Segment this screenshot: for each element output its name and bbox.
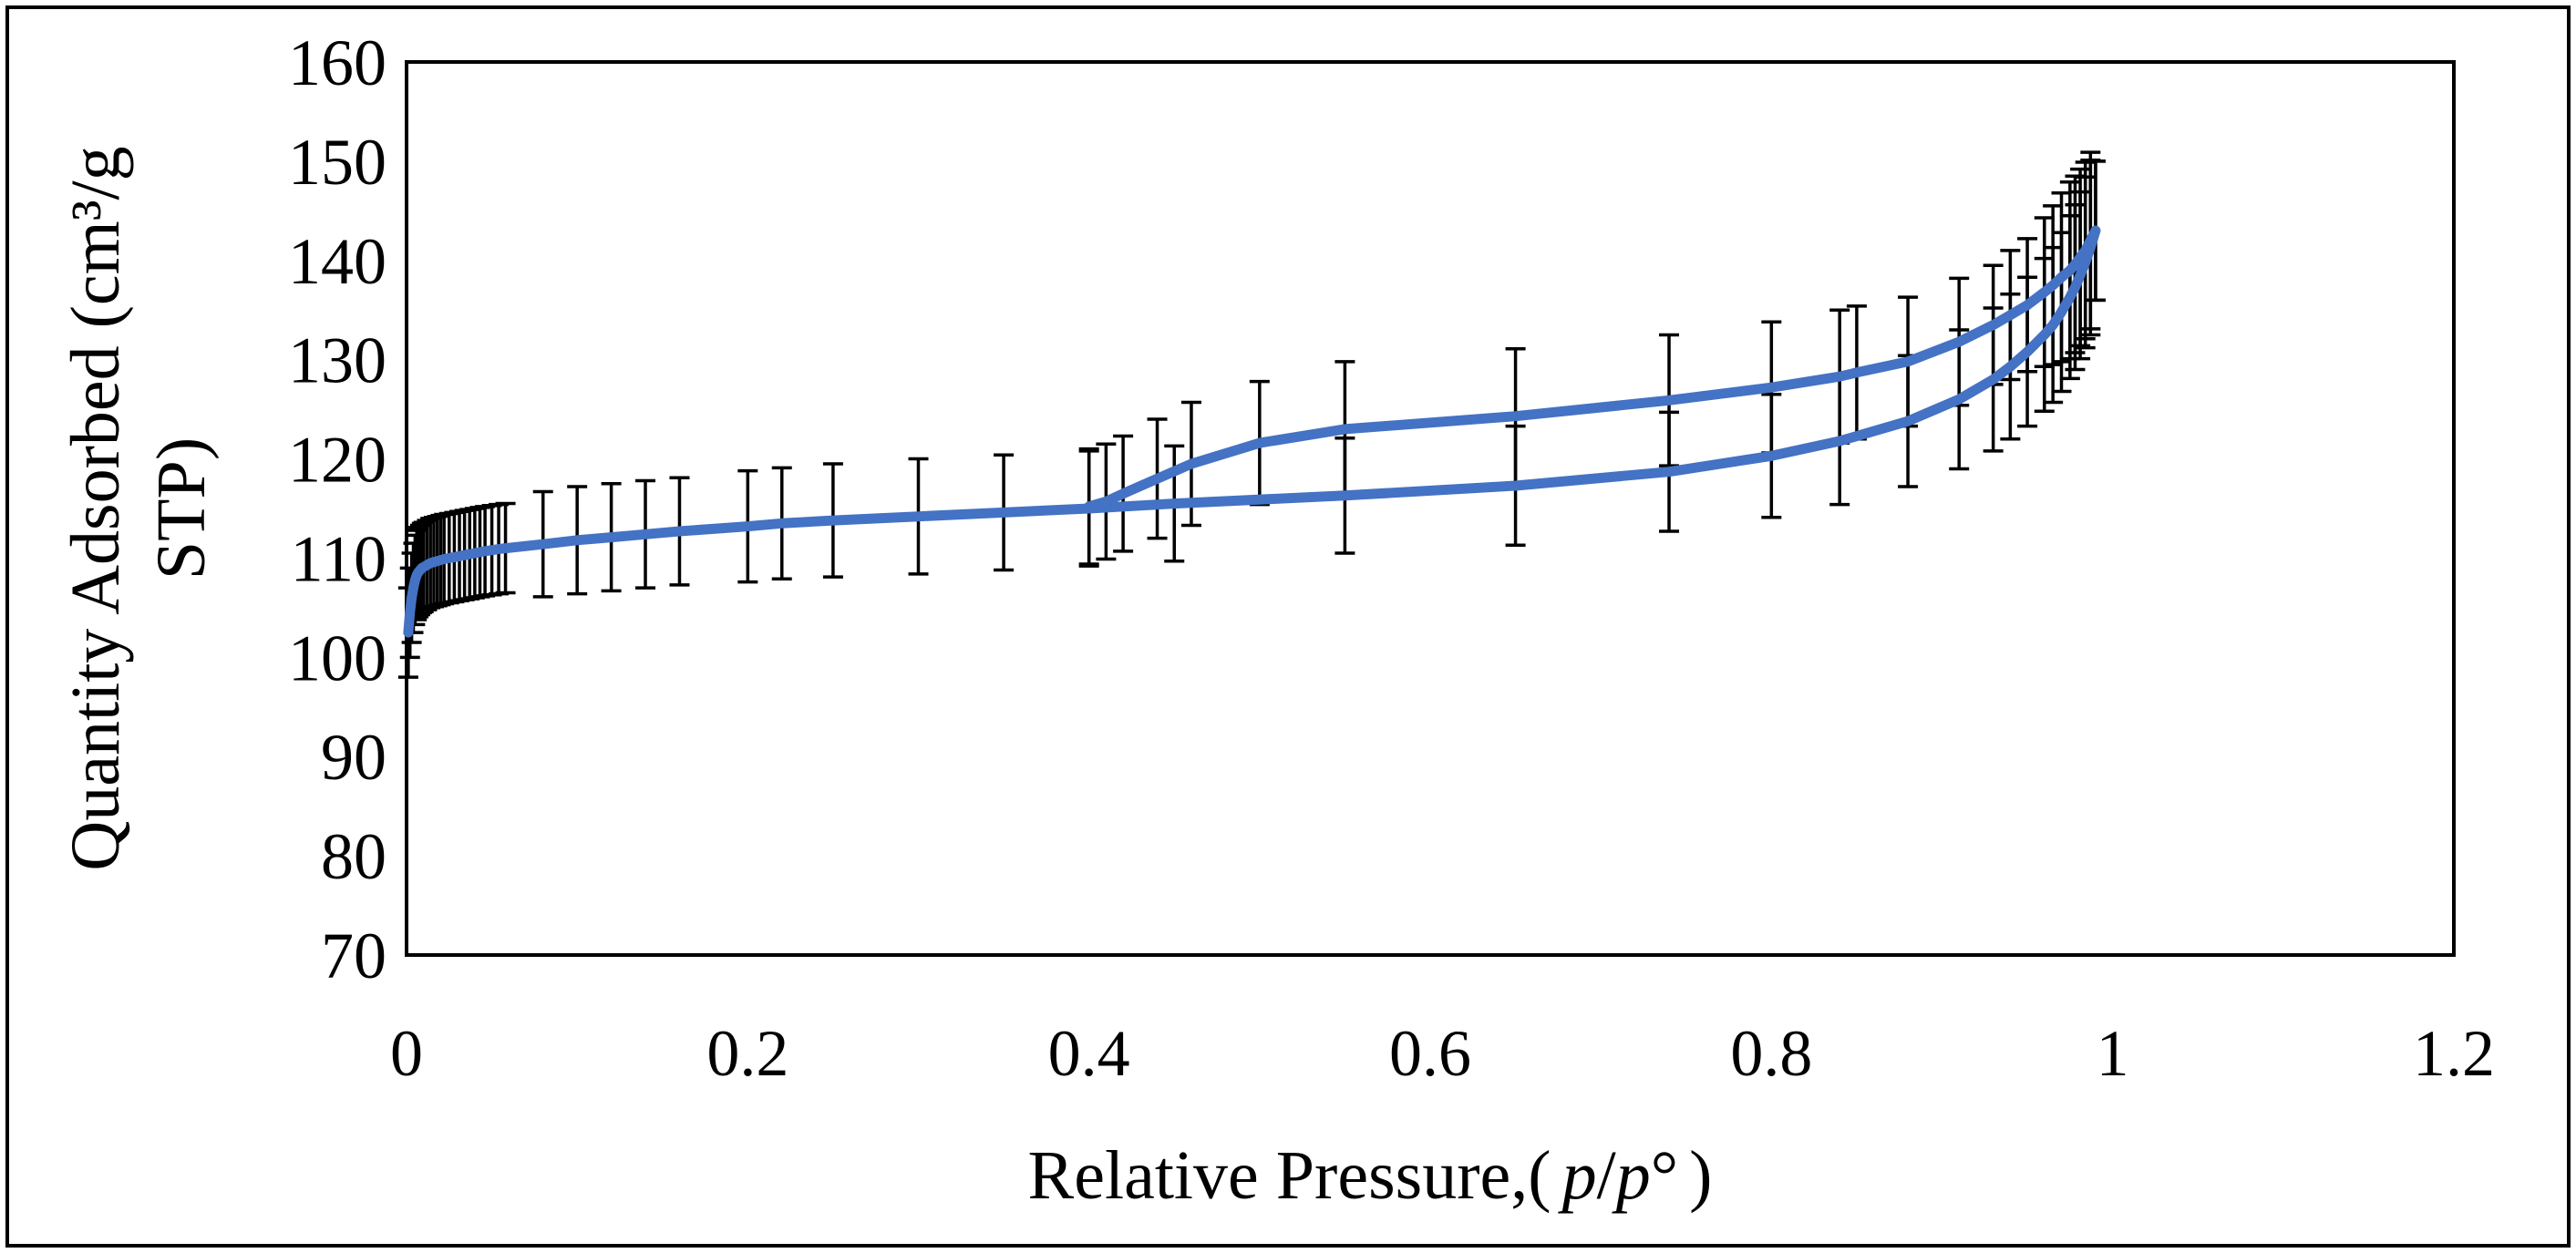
plot-area-frame — [405, 60, 2456, 957]
y-tick-label: 120 — [288, 424, 386, 497]
series-line-adsorption — [403, 225, 2101, 638]
y-tick-label: 150 — [288, 126, 386, 199]
y-axis-title-line1: Quantity Adsorbed (cm³/g — [57, 146, 134, 870]
y-tick-label: 90 — [321, 721, 386, 794]
x-axis-title-degree: ° — [1651, 1137, 1678, 1214]
x-axis-title-prefix: Relative Pressure,( — [1028, 1137, 1551, 1214]
y-tick-label: 80 — [321, 820, 386, 893]
x-tick-label: 0.2 — [706, 1017, 788, 1090]
x-axis-tick-labels: 0 0.2 0.4 0.6 0.8 1 1.2 — [390, 1017, 2495, 1090]
series-line-desorption — [1084, 225, 2101, 512]
y-tick-label: 130 — [288, 324, 386, 397]
x-tick-label: 1 — [2097, 1017, 2129, 1090]
x-axis-title-p0: p — [1612, 1137, 1651, 1214]
y-axis-tick-labels: 70 80 90 100 110 120 130 140 150 160 — [288, 26, 386, 992]
y-tick-label: 100 — [288, 621, 386, 694]
x-tick-label: 0 — [390, 1017, 423, 1090]
figure-border — [5, 5, 2571, 1248]
y-tick-label: 70 — [321, 919, 386, 992]
x-tick-label: 0.4 — [1048, 1017, 1130, 1090]
x-tick-label: 0.6 — [1389, 1017, 1471, 1090]
y-tick-label: 140 — [288, 225, 386, 298]
x-tick-label: 0.8 — [1730, 1017, 1812, 1090]
x-axis-title-slash: / — [1597, 1137, 1617, 1214]
x-tick-label: 1.2 — [2413, 1017, 2495, 1090]
x-axis-title-p: p — [1558, 1137, 1597, 1214]
y-tick-label: 110 — [291, 522, 386, 595]
x-axis-title: Relative Pressure,(p/p°) — [1028, 1137, 1713, 1214]
y-tick-label: 160 — [288, 26, 386, 99]
data-series — [403, 225, 2101, 638]
y-axis-title-line2: STP) — [143, 437, 220, 580]
x-axis-title-suffix: ) — [1689, 1137, 1712, 1214]
